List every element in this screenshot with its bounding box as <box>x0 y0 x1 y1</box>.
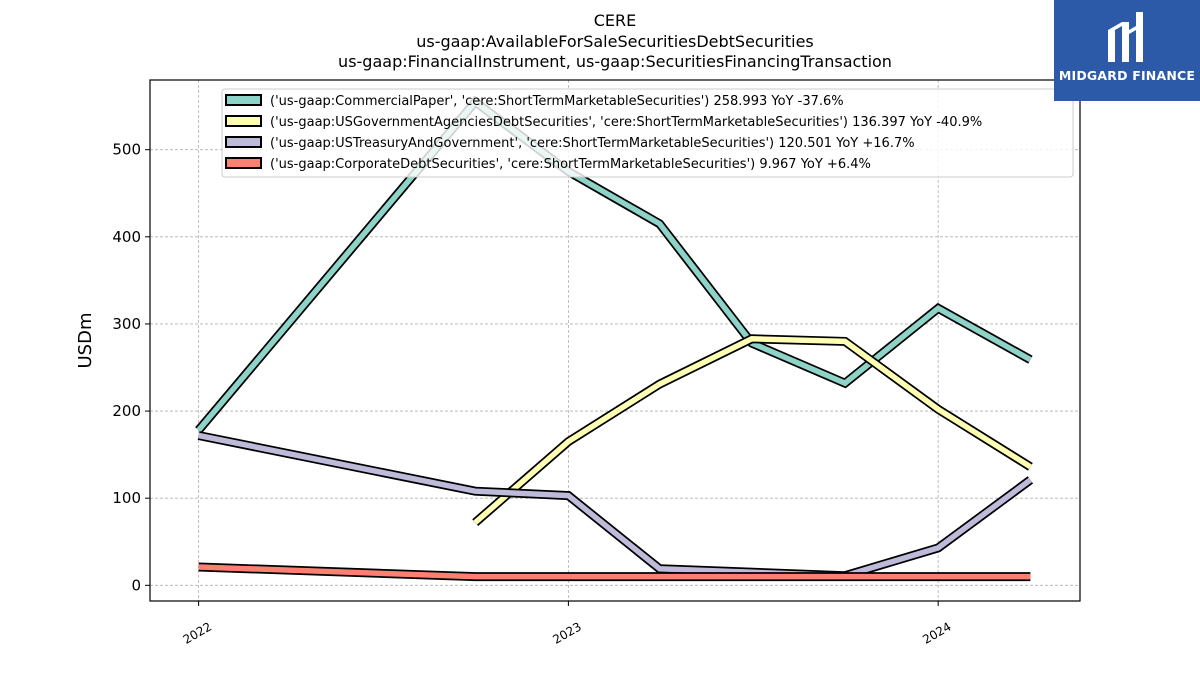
legend-swatch <box>225 136 262 148</box>
legend-label: ('us-gaap:CorporateDebtSecurities', 'cer… <box>270 157 871 172</box>
brand-name: MIDGARD FINANCE <box>1058 68 1196 83</box>
y-tick-label: 0 <box>131 576 141 594</box>
brand-logo: MIDGARD FINANCE <box>1054 0 1200 101</box>
y-tick-label: 300 <box>112 315 141 333</box>
legend-box <box>221 88 1074 178</box>
x-tick-label: 2022 <box>181 619 214 646</box>
y-tick-label: 200 <box>112 402 141 420</box>
midgard-logo-icon <box>1108 12 1143 62</box>
series-line <box>198 564 1031 580</box>
series-line <box>473 336 1032 525</box>
legend-swatch <box>225 157 262 169</box>
x-tick-label: 2023 <box>550 619 583 646</box>
chart-subtitle-axis: us-gaap:FinancialInstrument, us-gaap:Sec… <box>338 52 892 71</box>
y-tick-label: 400 <box>112 228 141 246</box>
chart-title: CERE <box>593 11 637 30</box>
legend-swatch <box>225 94 262 106</box>
legend-label: ('us-gaap:CommercialPaper', 'cere:ShortT… <box>270 94 844 109</box>
x-tick-label: 2024 <box>920 619 953 646</box>
legend-label: ('us-gaap:USGovernmentAgenciesDebtSecuri… <box>270 115 982 130</box>
legend-swatch <box>225 115 262 127</box>
chart-subtitle-concept: us-gaap:AvailableForSaleSecuritiesDebtSe… <box>416 32 814 51</box>
plot-frame <box>149 79 1081 602</box>
series-line-outline <box>197 431 1034 581</box>
legend-label: ('us-gaap:USTreasuryAndGovernment', 'cer… <box>270 136 915 151</box>
y-axis-label: USDm <box>75 313 96 369</box>
y-tick-label: 500 <box>112 141 141 159</box>
series-line <box>198 432 1033 579</box>
legend: ('us-gaap:CommercialPaper', 'cere:ShortT… <box>221 88 1074 178</box>
y-tick-label: 100 <box>112 489 141 507</box>
